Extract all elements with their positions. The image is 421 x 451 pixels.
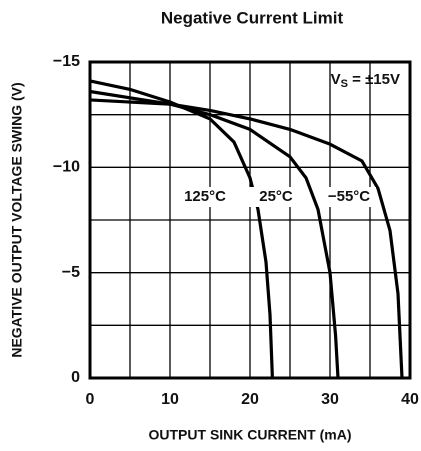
annotation-main: V bbox=[331, 71, 341, 88]
x-tick-label: 30 bbox=[321, 391, 339, 408]
line-series bbox=[89, 98, 404, 379]
series-label: −55°C bbox=[328, 188, 370, 205]
line-series bbox=[89, 89, 340, 379]
x-axis-label: OUTPUT SINK CURRENT (mA) bbox=[149, 427, 352, 443]
y-tick-label: −5 bbox=[62, 264, 80, 281]
y-tick-label: −10 bbox=[53, 159, 80, 176]
y-axis-label: NEGATIVE OUTPUT VOLTAGE SWING (V) bbox=[9, 82, 25, 357]
plot-frame bbox=[88, 60, 412, 380]
series-label: 125°C bbox=[184, 188, 226, 205]
y-tick-label: −15 bbox=[53, 53, 80, 70]
chart-title: Negative Current Limit bbox=[161, 8, 344, 27]
series-label-bg bbox=[178, 187, 232, 207]
series-label-bg bbox=[249, 187, 303, 207]
x-tick-label: 10 bbox=[161, 391, 179, 408]
annotation: VS = ±15V bbox=[331, 71, 400, 90]
annotation-rest: = ±15V bbox=[348, 71, 400, 88]
y-tick-label: 0 bbox=[71, 369, 80, 386]
series-label: 25°C bbox=[259, 188, 293, 205]
series-label-bg bbox=[322, 187, 376, 207]
line-series bbox=[89, 79, 274, 379]
annotation-sub: S bbox=[341, 78, 348, 90]
x-tick-label: 20 bbox=[241, 391, 259, 408]
x-tick-label: 0 bbox=[86, 391, 95, 408]
x-tick-label: 40 bbox=[401, 391, 419, 408]
